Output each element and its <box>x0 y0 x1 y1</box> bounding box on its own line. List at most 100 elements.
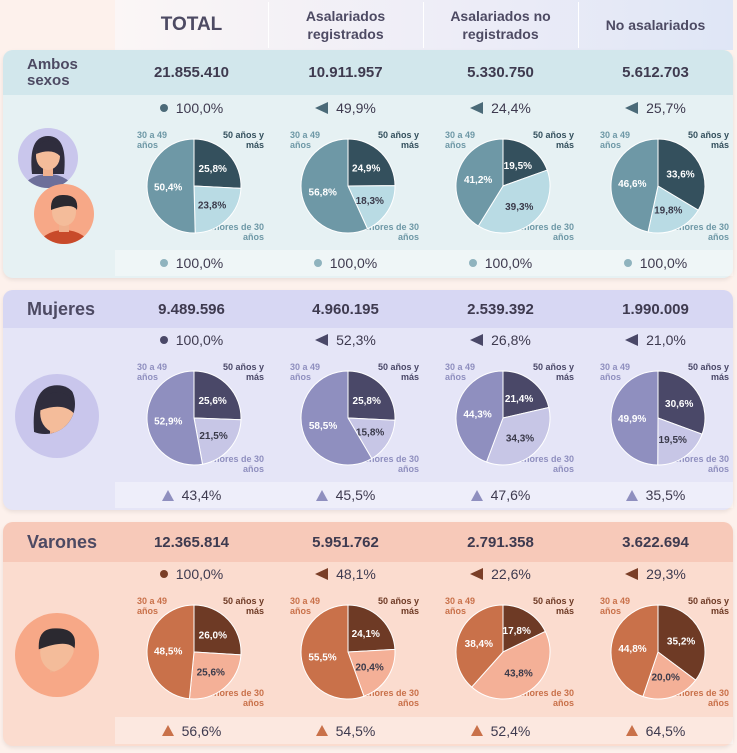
triangle-up-icon <box>161 725 174 736</box>
bottom-share-value: 64,5% <box>578 717 733 744</box>
pie-label-mid: 46,6% <box>618 179 646 190</box>
bottom-share-text: 64,5% <box>645 722 686 739</box>
pie-slice-mid <box>146 604 194 700</box>
pie-label-mid: 58,5% <box>308 421 336 432</box>
pie-slice-mid <box>610 138 658 233</box>
column-header-2: Asalariados registrados <box>305 8 386 42</box>
pie-label-old: 26,0% <box>198 630 226 641</box>
share-text: 100,0% <box>175 566 224 582</box>
share-text: 49,9% <box>336 100 376 116</box>
dot-marker <box>159 336 168 344</box>
age-label-old: 50 años y más <box>532 130 574 150</box>
age-label-old: 50 años y más <box>532 362 574 382</box>
pie-chart: 19,5% 39,3% 41,2% <box>455 138 550 234</box>
dot-marker <box>623 259 632 267</box>
bottom-share-value: 52,4% <box>423 717 578 744</box>
column-header-1: TOTAL <box>160 14 223 35</box>
share-text: 52,3% <box>336 332 376 348</box>
age-label-young: menores de 30 años <box>510 454 574 474</box>
pie-slice-young <box>188 651 241 700</box>
arrow-left-icon <box>315 568 329 580</box>
age-label-mid: 30 a 49 años <box>445 362 476 382</box>
age-label-old: 50 años y más <box>687 596 729 616</box>
dot-marker <box>313 259 322 267</box>
pie-slice-mid <box>300 370 372 466</box>
pie-chart: 30,6% 19,5% 49,9% <box>609 370 705 466</box>
age-label-young: menores de 30 años <box>665 454 729 474</box>
pie-slice-old <box>347 138 396 187</box>
pie-chart: 17,8% 43,8% 38,4% <box>455 604 550 700</box>
column-header-bar <box>115 0 733 50</box>
row-label-3: Varones <box>27 532 98 552</box>
share-value: 48,1% <box>268 562 423 586</box>
age-label-young: menores de 30 años <box>200 688 264 708</box>
age-label-young: menores de 30 años <box>510 688 574 708</box>
share-value: 22,6% <box>423 562 578 586</box>
arrow-left-icon <box>470 102 484 114</box>
age-label-old: 50 años y más <box>687 130 729 150</box>
pie-slice-old <box>193 370 241 421</box>
pie-slice-old <box>193 604 241 656</box>
bottom-share-text: 100,0% <box>329 255 378 271</box>
dot-marker <box>159 104 168 112</box>
total-value: 5.612.703 <box>622 64 689 81</box>
pie-slice-young <box>470 630 550 700</box>
triangle-up-icon <box>625 725 638 736</box>
pie-slice-old <box>347 604 395 653</box>
pie-label-mid: 49,9% <box>617 414 645 425</box>
bottom-share-text: 52,4% <box>490 722 531 739</box>
row-label-2: Mujeres <box>27 299 96 319</box>
age-label-mid: 30 a 49 años <box>137 130 168 150</box>
total-value: 10.911.957 <box>308 64 383 81</box>
total-value: 5.951.762 <box>312 533 379 551</box>
pie-label-mid: 52,9% <box>154 416 182 427</box>
pie-slice-old <box>657 370 705 435</box>
pie-label-young: 43,8% <box>504 669 532 680</box>
column-divider <box>578 2 579 48</box>
age-label-mid: 30 a 49 años <box>290 596 321 616</box>
pie-slice-mid <box>146 370 203 466</box>
pie-chart: 25,8% 23,8% 50,4% <box>146 138 241 234</box>
bottom-share-text: 56,6% <box>181 722 222 739</box>
pie-chart: 33,6% 19,8% 46,6% <box>610 138 705 234</box>
age-label-old: 50 años y más <box>687 362 729 382</box>
age-label-young: menores de 30 años <box>355 688 419 708</box>
pie-chart: 24,1% 20,4% 55,5% <box>300 604 395 700</box>
age-label-young: menores de 30 años <box>510 222 574 242</box>
total-value: 5.330.750 <box>467 64 534 81</box>
bottom-share-value: 100,0% <box>423 250 578 276</box>
pie-slice-old <box>657 604 705 681</box>
share-text: 21,0% <box>646 332 686 348</box>
row-header-band-3 <box>3 522 733 562</box>
arrow-left-icon <box>625 334 639 346</box>
pie-label-old: 19,5% <box>503 161 531 172</box>
pie-label-young: 21,5% <box>199 431 227 442</box>
bottom-share-text: 100,0% <box>639 255 688 271</box>
total-value: 21.855.410 <box>153 64 230 81</box>
pie-chart: 26,0% 25,6% 48,5% <box>146 604 241 700</box>
arrow-left-icon <box>470 334 484 346</box>
share-text: 48,1% <box>336 566 376 582</box>
pie-chart: 25,8% 15,8% 58,5% <box>300 370 395 466</box>
pie-slice-old <box>502 138 548 187</box>
pie-slice-young <box>346 417 395 460</box>
share-value: 100,0% <box>115 96 268 120</box>
bottom-share-text: 54,5% <box>335 722 376 739</box>
bottom-share-text: 47,6% <box>490 487 531 503</box>
pie-slice-mid <box>455 138 503 227</box>
total-value: 9.489.596 <box>158 300 225 318</box>
age-label-mid: 30 a 49 años <box>137 596 168 616</box>
pie-label-old: 35,2% <box>666 636 694 647</box>
age-label-young: menores de 30 años <box>665 222 729 242</box>
column-divider <box>268 2 269 48</box>
arrow-left-icon <box>315 102 329 114</box>
pie-label-young: 19,8% <box>654 206 682 217</box>
pie-label-young: 18,3% <box>355 196 383 207</box>
share-value: 100,0% <box>115 562 268 586</box>
age-label-old: 50 años y más <box>222 596 264 616</box>
pie-slice-young <box>192 417 241 465</box>
bottom-share-value: 54,5% <box>268 717 423 744</box>
pie-label-mid: 56,8% <box>308 187 336 198</box>
pie-label-mid: 44,8% <box>618 644 646 655</box>
share-text: 26,8% <box>491 332 531 348</box>
